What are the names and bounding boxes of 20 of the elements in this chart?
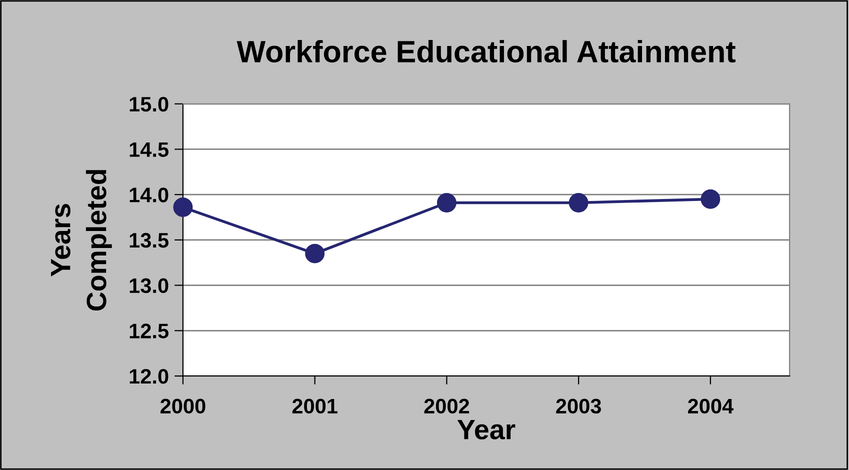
- y-tick-label: 13.0: [130, 278, 168, 294]
- x-axis-title: Year: [457, 420, 516, 440]
- point: [305, 244, 325, 264]
- point: [436, 193, 456, 212]
- x-tick-label: 2002: [424, 398, 470, 414]
- x-tick-label: 2004: [688, 398, 734, 414]
- point: [700, 189, 720, 209]
- y-tick-label: 12.5: [130, 324, 168, 338]
- y-tick-label: 12.0: [130, 369, 168, 384]
- y-axis-title: Years Completed: [51, 170, 112, 311]
- x-tick-label: 2001: [292, 398, 338, 414]
- chart-title: Workforce Educational Attainment: [236, 40, 736, 63]
- x-tick-label: 2000: [160, 398, 206, 414]
- y-tick-label: 15.0: [130, 96, 168, 112]
- x-tick-label: 2003: [556, 398, 601, 414]
- y-tick-label: 14.5: [130, 142, 168, 157]
- y-tick-label: 14.0: [130, 188, 168, 202]
- y-tick-label: 13.5: [130, 232, 168, 248]
- point: [568, 193, 588, 212]
- point: [173, 198, 193, 217]
